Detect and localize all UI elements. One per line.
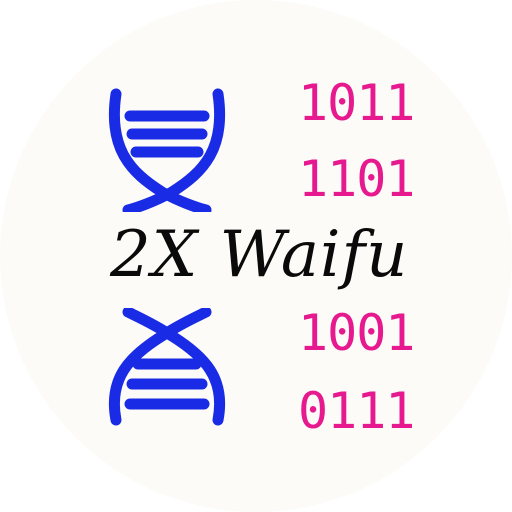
dna-helix-top-icon: [108, 88, 226, 212]
binary-row: 0111: [298, 382, 415, 440]
binary-row: 1011: [298, 74, 415, 132]
logo-title: 2X Waifu: [110, 218, 409, 292]
binary-row: 1101: [298, 150, 415, 208]
binary-row: 1001: [298, 304, 415, 362]
dna-helix-bottom-icon: [108, 308, 226, 426]
